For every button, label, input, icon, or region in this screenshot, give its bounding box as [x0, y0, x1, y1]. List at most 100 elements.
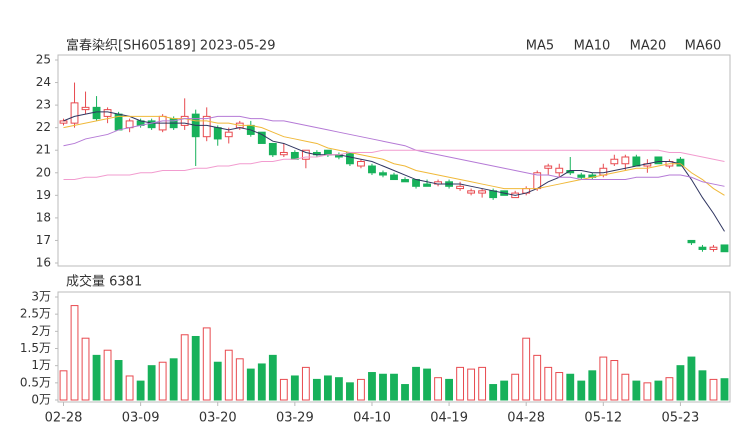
candle-body	[544, 165, 553, 169]
candle-body	[390, 174, 398, 181]
candle-body	[456, 185, 465, 190]
candle-body	[59, 120, 68, 124]
candle-body	[103, 109, 112, 117]
candle-body	[610, 158, 619, 165]
volume-bar	[70, 305, 79, 401]
candle-body	[202, 115, 211, 138]
ma-line	[63, 115, 725, 196]
candle-body	[577, 174, 586, 178]
price-panel	[57, 54, 731, 267]
volume-bar	[301, 366, 310, 401]
volume-bar	[136, 380, 145, 401]
volume-panel	[57, 291, 731, 403]
volume-bar	[522, 337, 531, 401]
volume-bar	[456, 366, 465, 401]
volume-bar	[599, 356, 608, 401]
x-tick-label: 02-28	[45, 411, 83, 426]
candle-body	[489, 190, 498, 199]
candle-body	[268, 142, 277, 156]
volume-bar	[235, 358, 244, 401]
volume-bar	[279, 378, 288, 401]
volume-bar	[92, 354, 101, 401]
legend-entry: MA5	[526, 39, 554, 54]
volume-bar	[632, 380, 641, 401]
candle-body	[412, 179, 420, 187]
volume-bar	[687, 356, 696, 401]
candle-body	[81, 106, 90, 111]
ma-line	[63, 149, 725, 181]
volume-bar	[158, 361, 167, 401]
candle-body	[147, 120, 156, 129]
y-tick-label: 1.5万	[20, 341, 51, 355]
chart-title: 富春染织[SH605189] 2023-05-29	[66, 38, 275, 54]
volume-bar	[654, 380, 663, 401]
y-tick-label: 20	[36, 165, 51, 179]
volume-bar	[335, 377, 343, 401]
x-tick-label: 04-10	[353, 411, 391, 426]
candle-body	[720, 244, 729, 253]
volume-bar	[357, 378, 365, 401]
x-tick-label: 03-09	[122, 411, 160, 426]
volume-title: 成交量 6381	[66, 274, 142, 290]
volume-bar	[445, 378, 453, 401]
volume-bar	[621, 373, 630, 401]
candle-body	[599, 167, 608, 176]
volume-bar	[533, 354, 542, 401]
volume-bar	[180, 334, 189, 401]
legend-entry: MA20	[630, 39, 667, 54]
candle-body	[357, 161, 365, 167]
candle-body	[555, 167, 564, 174]
volume-bar	[676, 365, 685, 401]
volume-bar	[368, 372, 376, 401]
x-tick-label: 04-28	[507, 411, 545, 426]
y-tick-label: 18	[36, 210, 51, 224]
y-tick-label: 17	[36, 233, 51, 247]
y-tick-label: 22	[36, 120, 51, 134]
volume-bar	[202, 327, 211, 401]
volume-bar	[544, 366, 553, 401]
volume-bar	[434, 377, 442, 401]
candle-body	[70, 102, 79, 124]
candle-body	[301, 149, 310, 160]
candle-body	[213, 127, 222, 140]
candle-body	[698, 246, 707, 250]
candle-body	[423, 183, 431, 187]
volume-bar	[643, 382, 652, 401]
candle-body	[687, 239, 696, 244]
x-tick-label: 05-12	[584, 411, 622, 426]
volume-bar	[412, 366, 420, 401]
x-tick-label: 03-20	[199, 411, 237, 426]
legend-entry: MA60	[685, 39, 722, 54]
volume-bar	[401, 384, 409, 401]
volume-bar	[698, 370, 707, 401]
x-tick-label: 05-23	[662, 411, 700, 426]
volume-bar	[268, 354, 277, 401]
y-tick-label: 19	[36, 188, 51, 202]
candle-body	[125, 120, 134, 129]
ma-line	[63, 111, 725, 232]
y-tick-label: 0.5万	[20, 375, 51, 389]
volume-bar	[59, 370, 68, 401]
volume-bar	[478, 366, 487, 401]
candle-body	[401, 179, 409, 183]
candle-body	[478, 190, 487, 194]
x-tick-label: 04-19	[430, 411, 468, 426]
candle-body	[180, 115, 189, 126]
volume-bar	[147, 365, 156, 401]
volume-bar	[346, 382, 354, 401]
candle-body	[92, 106, 101, 120]
ma-line	[63, 115, 725, 187]
candle-body	[279, 151, 288, 156]
volume-bar	[169, 358, 178, 401]
volume-bar	[379, 373, 387, 401]
volume-bar	[114, 360, 123, 401]
candle-body	[709, 246, 718, 250]
volume-bar	[720, 378, 729, 401]
y-tick-label: 25	[36, 53, 51, 67]
candle-body	[676, 158, 685, 167]
candle-body	[290, 151, 299, 160]
candle-body	[257, 131, 266, 144]
volume-bar	[312, 378, 321, 401]
volume-bar	[500, 380, 509, 401]
